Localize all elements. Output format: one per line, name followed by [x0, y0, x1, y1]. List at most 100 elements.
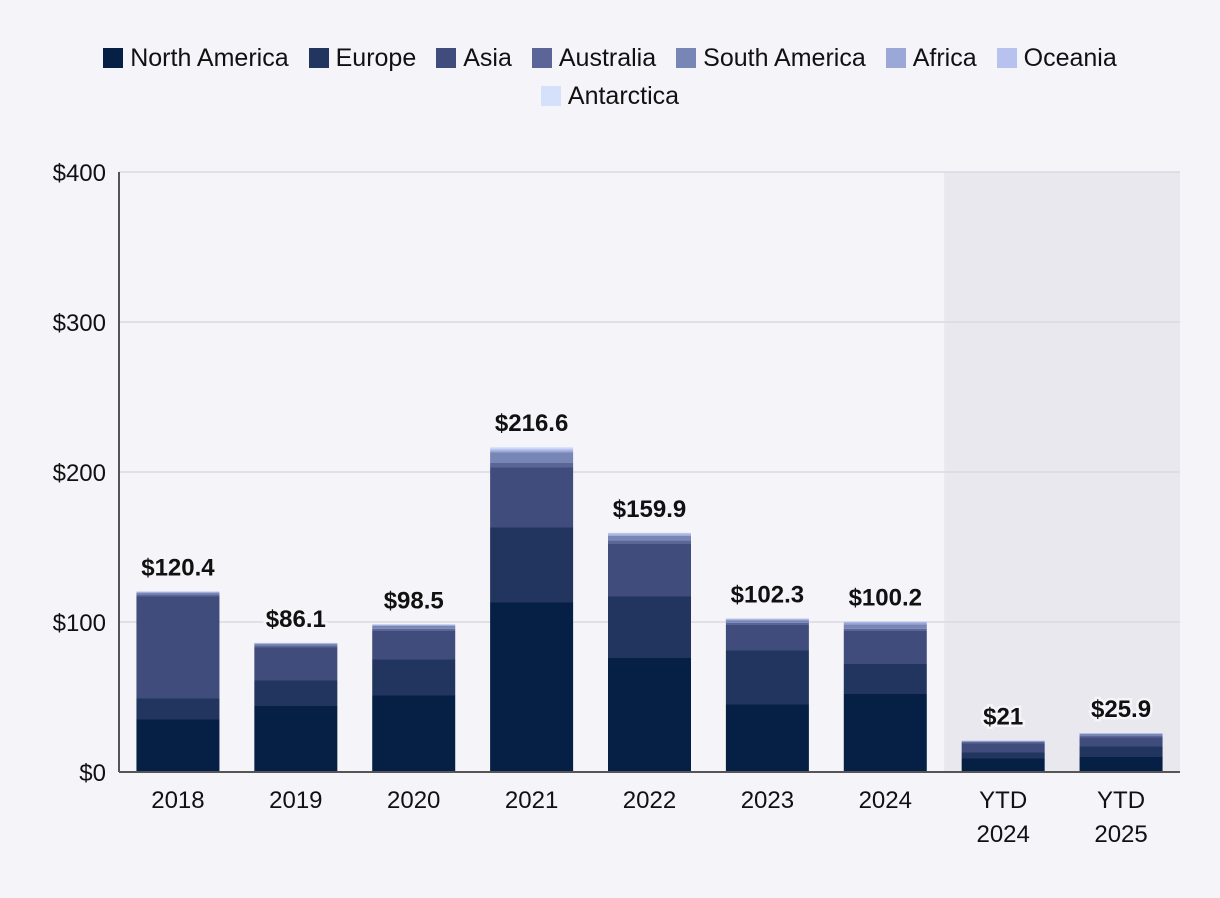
- bar-total-label: $86.1: [266, 606, 326, 633]
- legend-swatch: [885, 48, 906, 68]
- legend-item-oceania: Oceania: [996, 44, 1117, 72]
- bar-segment-europe: [254, 680, 338, 706]
- legend-row: Antarctica: [540, 82, 680, 110]
- bar-segment-asia: [1079, 737, 1163, 747]
- bar-segment-australia: [961, 742, 1045, 744]
- bar-segment-asia: [843, 631, 927, 664]
- bar-segment-asia: [136, 596, 220, 699]
- legend-swatch: [436, 48, 457, 68]
- bar-segment-north-america: [136, 719, 220, 772]
- bar-segment-north-america: [961, 758, 1045, 772]
- bar-segment-north-america: [254, 706, 338, 772]
- legend-item-antarctica: Antarctica: [540, 82, 680, 110]
- legend-item-south-america: South America: [676, 44, 866, 72]
- bar-total-label: $102.3: [731, 582, 804, 609]
- bar-total-label: $120.4: [141, 554, 215, 581]
- bar-segment-asia: [725, 625, 809, 651]
- bar-total-label: $25.9: [1091, 696, 1151, 723]
- legend: North America Europe Asia Australia South Am…: [0, 44, 1220, 110]
- bar-segment-europe: [725, 650, 809, 705]
- bar-segment-australia: [843, 628, 927, 631]
- legend-swatch: [103, 48, 124, 68]
- bar-segment-south-america: [136, 592, 220, 595]
- bar-segment-australia: [136, 594, 220, 597]
- bar-segment-north-america: [372, 695, 456, 772]
- bar-segment-australia: [608, 540, 691, 544]
- bar-segment-europe: [136, 698, 220, 720]
- bar-segment-south-america: [1079, 733, 1163, 736]
- y-tick-label: $100: [53, 610, 106, 637]
- bar-total-label: $21: [983, 704, 1023, 731]
- bar-total-label: $159.9: [613, 496, 686, 523]
- legend-swatch: [531, 48, 552, 68]
- y-tick-label: $200: [53, 460, 106, 487]
- x-tick-label: YTD 2025: [1094, 787, 1147, 848]
- bar-segment-asia: [490, 467, 574, 528]
- bar-segment-africa: [136, 591, 220, 593]
- x-tick-label: 2020: [387, 787, 440, 814]
- bar-segment-oceania: [608, 532, 691, 535]
- legend-item-asia: Asia: [436, 44, 512, 72]
- bar-segment-europe: [843, 664, 927, 694]
- bar-segment-europe: [961, 752, 1045, 759]
- bar-segment-africa: [843, 622, 927, 625]
- legend-label: Australia: [558, 44, 657, 72]
- bar-segment-oceania: [843, 621, 927, 623]
- legend-label: Antarctica: [567, 82, 680, 110]
- x-tick-label: 2018: [151, 787, 204, 814]
- bar-segment-asia: [372, 631, 456, 660]
- legend-label: South America: [703, 44, 866, 72]
- bar-segment-asia: [254, 647, 338, 681]
- bar-segment-africa: [490, 450, 574, 453]
- bar-segment-south-america: [490, 452, 574, 463]
- bar-segment-australia: [490, 463, 574, 468]
- legend-label: North America: [130, 44, 289, 72]
- bar-segment-north-america: [490, 602, 574, 772]
- bar-segment-oceania: [490, 448, 574, 451]
- x-tick-label: 2023: [741, 787, 794, 814]
- bar-segment-asia: [961, 743, 1045, 753]
- bar-total-label: $216.6: [495, 410, 568, 437]
- bar-segment-europe: [372, 659, 456, 696]
- legend-label: Asia: [463, 44, 512, 72]
- legend-swatch: [676, 48, 697, 68]
- bar-segment-australia: [1079, 736, 1163, 738]
- x-tick-label: YTD 2024: [976, 787, 1029, 848]
- x-tick-label: 2019: [269, 787, 322, 814]
- legend-label: Oceania: [1023, 44, 1117, 72]
- legend-swatch: [540, 86, 561, 106]
- bar-segment-oceania: [372, 624, 456, 625]
- bar-total-label: $98.5: [384, 587, 444, 614]
- bar-segment-europe: [1079, 746, 1163, 757]
- bar-segment-australia: [254, 645, 338, 648]
- legend-row: North America Europe Asia Australia South Am…: [103, 44, 1117, 72]
- bar-segment-south-america: [254, 643, 338, 646]
- bar-segment-south-america: [725, 620, 809, 623]
- bar-segment-africa: [372, 624, 456, 626]
- x-tick-label: 2024: [859, 787, 912, 814]
- bar-segment-north-america: [1079, 757, 1163, 772]
- bar-segment-australia: [725, 622, 809, 625]
- bar-segment-north-america: [608, 658, 691, 772]
- legend-item-africa: Africa: [885, 44, 977, 72]
- legend-item-europe: Europe: [308, 44, 417, 72]
- bar-segment-antarctica: [490, 447, 574, 449]
- bar-segment-south-america: [372, 625, 456, 629]
- bar-segment-africa: [254, 643, 338, 644]
- legend-swatch: [308, 48, 329, 68]
- bar-segment-north-america: [725, 704, 809, 772]
- x-tick-label: 2021: [505, 787, 558, 814]
- bar-segment-asia: [608, 544, 691, 597]
- bar-segment-south-america: [608, 535, 691, 541]
- bar-segment-europe: [490, 527, 574, 603]
- y-tick-label: $300: [53, 310, 106, 337]
- bar-segment-africa: [608, 534, 691, 536]
- legend-item-north-america: North America: [103, 44, 289, 72]
- bar-segment-south-america: [961, 741, 1045, 742]
- y-tick-label: $0: [79, 760, 106, 787]
- y-tick-label: $400: [53, 160, 106, 187]
- legend-label: Europe: [335, 44, 417, 72]
- bar-segment-oceania: [725, 618, 809, 620]
- x-tick-label: 2022: [623, 787, 676, 814]
